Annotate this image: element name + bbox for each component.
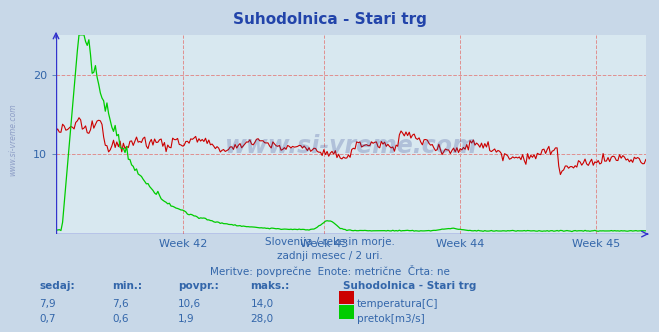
Text: 1,9: 1,9: [178, 314, 194, 324]
Text: 10,6: 10,6: [178, 299, 201, 309]
Text: 0,7: 0,7: [40, 314, 56, 324]
Text: 14,0: 14,0: [250, 299, 273, 309]
Text: 7,6: 7,6: [112, 299, 129, 309]
Text: temperatura[C]: temperatura[C]: [357, 299, 439, 309]
Text: www.si-vreme.com: www.si-vreme.com: [8, 103, 17, 176]
Text: min.:: min.:: [112, 281, 142, 290]
Text: Slovenija / reke in morje.: Slovenija / reke in morje.: [264, 237, 395, 247]
Text: Meritve: povprečne  Enote: metrične  Črta: ne: Meritve: povprečne Enote: metrične Črta:…: [210, 265, 449, 277]
Text: pretok[m3/s]: pretok[m3/s]: [357, 314, 425, 324]
Text: 28,0: 28,0: [250, 314, 273, 324]
Text: zadnji mesec / 2 uri.: zadnji mesec / 2 uri.: [277, 251, 382, 261]
Text: 0,6: 0,6: [112, 314, 129, 324]
Text: 7,9: 7,9: [40, 299, 56, 309]
Text: povpr.:: povpr.:: [178, 281, 219, 290]
Text: sedaj:: sedaj:: [40, 281, 75, 290]
Text: Suhodolnica - Stari trg: Suhodolnica - Stari trg: [343, 281, 476, 290]
Text: maks.:: maks.:: [250, 281, 290, 290]
Text: Suhodolnica - Stari trg: Suhodolnica - Stari trg: [233, 12, 426, 27]
Text: www.si-vreme.com: www.si-vreme.com: [225, 134, 477, 158]
